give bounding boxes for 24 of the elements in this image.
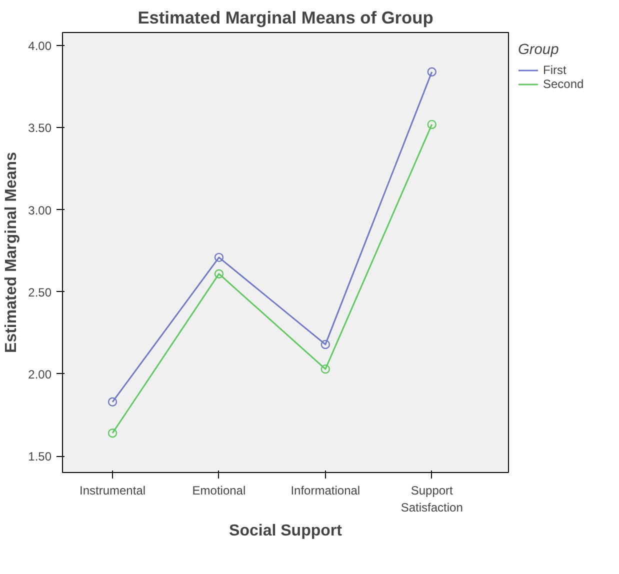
x-tick-label: Emotional bbox=[192, 484, 246, 498]
legend-title: Group bbox=[518, 42, 560, 58]
point bbox=[320, 340, 330, 350]
x-tick-label: Support Satisfaction bbox=[400, 484, 463, 514]
y-axis-title: Estimated Marginal Means bbox=[3, 152, 20, 353]
y-tick-label: 3.50 bbox=[28, 121, 52, 136]
y-tick-label: 1.50 bbox=[28, 450, 52, 464]
y-tick-label: 3.00 bbox=[28, 203, 52, 218]
legend-label: Second bbox=[543, 77, 584, 91]
x-tick-label: Instrumental bbox=[80, 484, 146, 498]
point bbox=[320, 364, 330, 374]
legend-label: First bbox=[543, 63, 566, 77]
point bbox=[214, 269, 224, 278]
chart-title: Estimated Marginal Means of Group bbox=[138, 8, 434, 28]
x-axis-title: Social Support bbox=[229, 522, 343, 540]
y-tick-label: 4.00 bbox=[28, 39, 52, 54]
point bbox=[108, 428, 118, 438]
point bbox=[427, 67, 436, 76]
y-tick-label: 2.50 bbox=[28, 285, 52, 300]
y-tick-label: 2.00 bbox=[28, 367, 52, 382]
x-tick-label: Informational bbox=[290, 484, 360, 498]
point bbox=[214, 252, 224, 262]
point bbox=[427, 120, 436, 130]
point bbox=[108, 397, 118, 406]
